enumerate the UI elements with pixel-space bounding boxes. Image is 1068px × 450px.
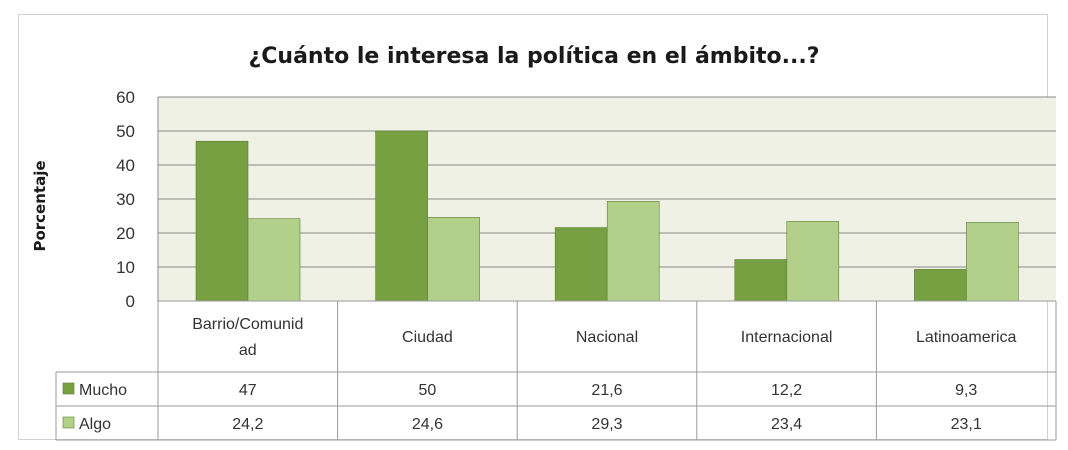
data-label: 21,6 xyxy=(591,382,622,399)
bar-algo-0 xyxy=(247,218,301,302)
bar-mucho-4 xyxy=(914,269,967,302)
legend-swatch-algo xyxy=(62,416,75,429)
category-label: Ciudad xyxy=(402,329,453,346)
data-label: 29,3 xyxy=(591,416,622,433)
data-label: 12,2 xyxy=(771,382,802,399)
bar-algo-4 xyxy=(966,222,1019,302)
bar-algo-3 xyxy=(786,221,840,302)
category-label: Internacional xyxy=(741,329,833,346)
category-label: ad xyxy=(239,342,257,359)
y-tick-label: 40 xyxy=(116,156,135,175)
legend-label-algo: Algo xyxy=(79,416,111,433)
data-label: 50 xyxy=(419,382,437,399)
data-label: 9,3 xyxy=(955,382,977,399)
data-label: 24,2 xyxy=(232,416,263,433)
y-tick-label: 60 xyxy=(116,88,135,107)
chart-title: ¿Cuánto le interesa la política en el ám… xyxy=(248,44,820,69)
legend-label-mucho: Mucho xyxy=(79,382,127,399)
data-label: 47 xyxy=(239,382,257,399)
data-label: 23,4 xyxy=(771,416,802,433)
data-label: 24,6 xyxy=(412,416,443,433)
category-label: Latinoamerica xyxy=(916,329,1017,346)
y-tick-label: 10 xyxy=(116,258,135,277)
bar-mucho-0 xyxy=(195,140,249,302)
y-tick-label: 50 xyxy=(116,122,135,141)
data-label: 23,1 xyxy=(951,416,982,433)
bar-mucho-2 xyxy=(554,227,608,302)
legend-swatch-mucho xyxy=(62,382,75,395)
category-label: Barrio/Comunid xyxy=(192,316,303,333)
y-tick-label: 0 xyxy=(126,292,135,311)
y-tick-label: 30 xyxy=(116,190,135,209)
bar-mucho-1 xyxy=(375,130,428,302)
bar-algo-2 xyxy=(606,201,660,302)
bar-algo-1 xyxy=(427,217,480,302)
category-label: Nacional xyxy=(576,329,638,346)
y-tick-label: 20 xyxy=(116,224,135,243)
bar-mucho-3 xyxy=(734,259,788,302)
